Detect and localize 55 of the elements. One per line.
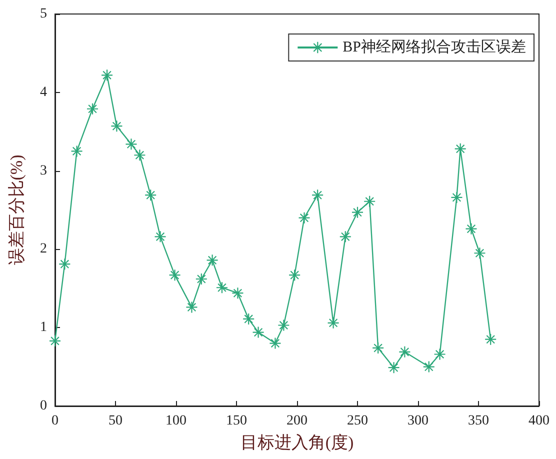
- point: [216, 282, 228, 294]
- point: [186, 302, 198, 313]
- point: [50, 335, 60, 346]
- x-tick-label: 350: [468, 414, 489, 428]
- point: [388, 362, 400, 374]
- point: [454, 143, 466, 154]
- point: [298, 212, 310, 224]
- point: [59, 258, 70, 270]
- point: [243, 313, 254, 324]
- x-tick-label: 0: [52, 414, 58, 428]
- point: [328, 317, 339, 328]
- point: [364, 196, 376, 207]
- y-tick-label: 2: [40, 242, 47, 257]
- point: [451, 192, 462, 203]
- point: [154, 231, 166, 242]
- x-tick-label: 150: [226, 414, 247, 428]
- point: [340, 231, 351, 242]
- point: [169, 270, 180, 281]
- point: [206, 254, 218, 266]
- point: [485, 334, 496, 345]
- point: [352, 206, 363, 218]
- x-tick-label: 100: [166, 414, 186, 428]
- point: [312, 190, 324, 201]
- point: [102, 70, 113, 81]
- point: [270, 338, 281, 349]
- y-tick-label: 1: [40, 320, 47, 336]
- point: [145, 190, 156, 201]
- point: [278, 320, 290, 331]
- point: [466, 223, 477, 234]
- point: [289, 270, 300, 281]
- point: [423, 361, 434, 372]
- point: [134, 150, 146, 161]
- point: [87, 103, 98, 114]
- y-axis-title: 误差百分比(%): [7, 154, 26, 266]
- point: [71, 146, 82, 157]
- x-tick-label: 200: [286, 414, 308, 428]
- y-tick-label: 3: [40, 163, 47, 178]
- x-tick-label: 50: [108, 414, 122, 428]
- point: [252, 326, 264, 338]
- point: [372, 342, 384, 354]
- legend-label: BP神经网络拟合攻击区误差: [342, 38, 526, 56]
- point: [111, 120, 122, 132]
- y-tick-label: 5: [40, 6, 47, 22]
- point: [232, 288, 244, 299]
- x-tick-label: 250: [347, 414, 368, 428]
- point: [434, 348, 446, 360]
- point: [196, 273, 207, 284]
- point: [126, 138, 137, 150]
- point: [474, 248, 486, 259]
- y-tick-label: 0: [40, 398, 47, 414]
- y-tick-label: 4: [40, 84, 47, 100]
- point: [399, 346, 410, 358]
- x-tick-label: 400: [528, 414, 550, 428]
- x-axis-title: 目标进入角(度): [240, 433, 354, 452]
- x-tick-label: 300: [408, 414, 428, 428]
